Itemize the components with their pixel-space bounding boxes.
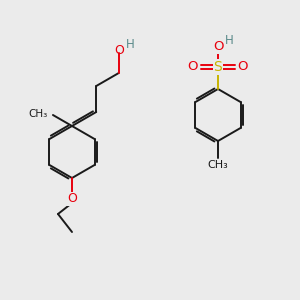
Text: O: O bbox=[67, 193, 77, 206]
Text: O: O bbox=[114, 44, 124, 56]
Text: O: O bbox=[188, 61, 198, 74]
Text: H: H bbox=[225, 34, 233, 46]
Text: O: O bbox=[238, 61, 248, 74]
Text: O: O bbox=[213, 40, 223, 53]
Text: S: S bbox=[214, 60, 222, 74]
Text: H: H bbox=[125, 38, 134, 50]
Text: CH₃: CH₃ bbox=[29, 109, 48, 119]
Text: CH₃: CH₃ bbox=[208, 160, 228, 170]
